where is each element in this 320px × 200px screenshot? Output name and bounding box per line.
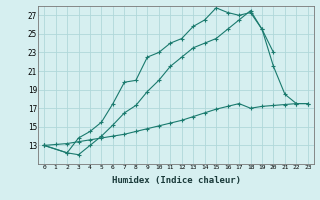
X-axis label: Humidex (Indice chaleur): Humidex (Indice chaleur) xyxy=(111,176,241,185)
